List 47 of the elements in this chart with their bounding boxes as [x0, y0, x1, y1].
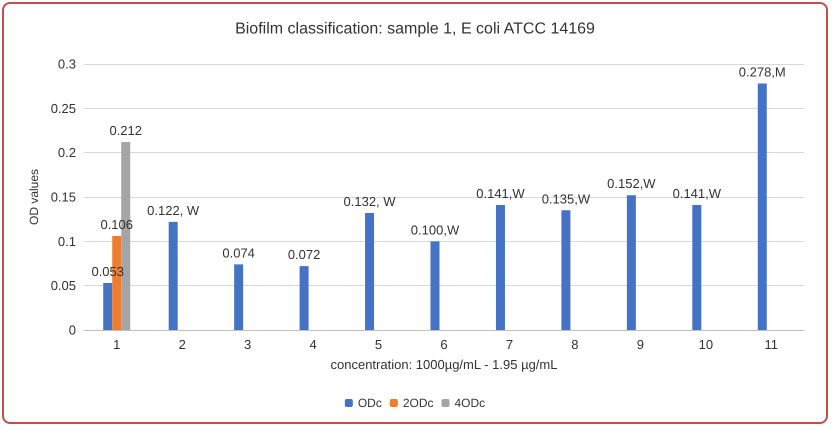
data-label: 0.135,W: [542, 191, 591, 206]
data-label: 0.122, W: [147, 202, 200, 218]
x-tick-label: 3: [244, 337, 252, 352]
y-tick-label: 0.15: [50, 190, 76, 204]
x-tick-label: 1: [113, 337, 120, 352]
bar: [234, 264, 244, 330]
data-label: 0.212: [109, 123, 142, 138]
bar: [561, 210, 570, 330]
bar: [626, 195, 636, 330]
data-label: 0.072: [288, 247, 320, 262]
bar: [103, 283, 112, 330]
y-tick-label: 0.1: [58, 234, 76, 249]
data-label: 0.074: [222, 245, 255, 260]
data-label: 0.106: [100, 217, 133, 232]
y-tick-label: 0.25: [50, 100, 76, 116]
legend-label: 2ODc: [402, 396, 434, 410]
bar: [692, 204, 702, 330]
x-tick-label: 6: [440, 337, 448, 352]
data-label: 0.278,M: [738, 64, 786, 80]
data-label: 0.152,W: [607, 176, 656, 192]
y-tick-label: 0.05: [50, 278, 76, 294]
bar: [496, 204, 505, 330]
y-tick-label: 0.2: [58, 145, 76, 160]
y-tick-label: 0: [68, 322, 76, 338]
bar: [168, 222, 178, 330]
x-tick-label: 9: [636, 337, 644, 352]
x-tick-label: 2: [178, 337, 186, 352]
bar: [300, 266, 309, 330]
bar: [758, 84, 767, 330]
x-tick-label: 8: [571, 337, 579, 352]
data-label: 0.100,W: [410, 222, 460, 238]
y-axis-title: OD values: [26, 168, 41, 226]
x-tick-label: 10: [698, 337, 714, 352]
legend-label: ODc: [358, 396, 382, 410]
x-tick-label: 11: [764, 337, 778, 352]
x-tick-label: 5: [374, 337, 382, 352]
x-tick-label: 7: [506, 337, 514, 352]
data-label: 0.141,W: [476, 186, 526, 201]
x-tick-label: 4: [309, 337, 317, 352]
bar: [365, 212, 374, 330]
bar: [430, 241, 440, 330]
data-label: 0.141,W: [672, 186, 722, 201]
y-tick-label: 0.3: [58, 56, 76, 72]
legend-label: 4ODc: [454, 396, 486, 410]
chart-title: Biofilm classification: sample 1, E coli ATCC 14169: [235, 20, 596, 38]
x-axis-title: concentration: 1000µg/mL - 1.95 µg/mL: [330, 357, 558, 372]
data-label: 0.132, W: [344, 194, 396, 209]
